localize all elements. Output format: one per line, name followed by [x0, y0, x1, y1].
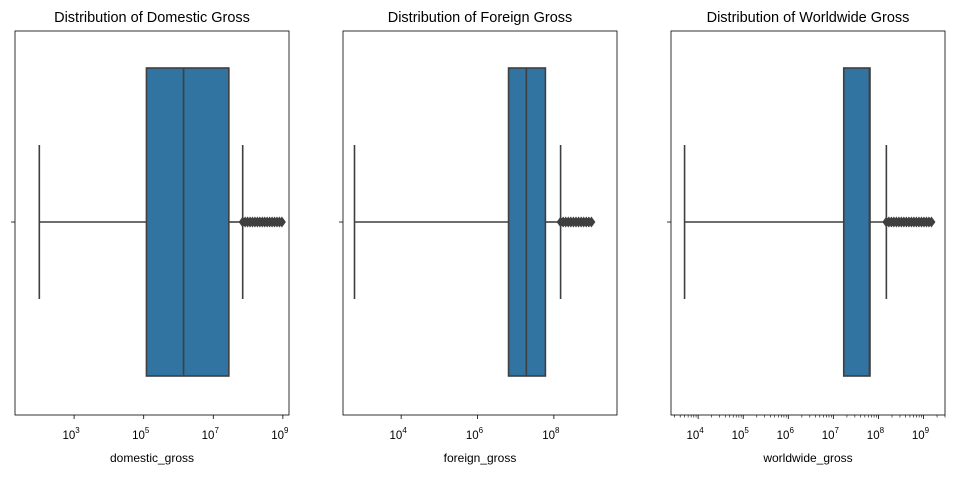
x-axis-label: worldwide_gross: [762, 451, 852, 465]
x-tick-label: 105: [732, 426, 750, 442]
x-axis-label: foreign_gross: [444, 451, 517, 465]
x-tick-label-exponent: 4: [699, 426, 704, 435]
x-tick-label-base: 10: [202, 430, 215, 442]
x-tick-label-base: 10: [62, 430, 75, 442]
x-tick-label-exponent: 9: [925, 426, 930, 435]
axes-frame: [342, 30, 618, 416]
x-tick-label: 107: [822, 426, 840, 442]
chart-title: Distribution of Domestic Gross: [54, 10, 250, 26]
x-tick-label-exponent: 7: [214, 426, 219, 435]
x-tick-label-base: 10: [542, 430, 555, 442]
chart-title: Distribution of Foreign Gross: [388, 10, 573, 26]
x-tick-label-base: 10: [777, 430, 790, 442]
x-tick-label-exponent: 7: [835, 426, 840, 435]
x-tick-label: 105: [132, 426, 150, 442]
axes-frame: [14, 30, 290, 416]
x-tick-label-exponent: 6: [479, 426, 484, 435]
iqr-box: [842, 67, 871, 377]
x-tick-label-base: 10: [732, 430, 745, 442]
x-tick-label: 109: [912, 426, 930, 442]
x-tick-label-base: 10: [132, 430, 145, 442]
outlier-point: [587, 216, 596, 228]
x-tick-label-base: 10: [390, 430, 403, 442]
outlier-point: [927, 216, 936, 228]
x-tick-label-exponent: 5: [145, 426, 150, 435]
iqr-box: [145, 67, 230, 377]
x-tick-label: 109: [271, 426, 289, 442]
x-axis-label: domestic_gross: [110, 451, 194, 465]
x-tick-label: 106: [466, 426, 484, 442]
x-tick-label-base: 10: [687, 430, 700, 442]
x-tick-label-base: 10: [822, 430, 835, 442]
x-tick-label-base: 10: [466, 430, 479, 442]
x-tick-label-exponent: 6: [789, 426, 794, 435]
x-tick-label: 108: [867, 426, 885, 442]
x-tick-label-base: 10: [867, 430, 880, 442]
x-tick-label: 104: [687, 426, 705, 442]
x-tick-label-exponent: 5: [744, 426, 749, 435]
x-tick-label-exponent: 8: [880, 426, 885, 435]
outlier-point: [277, 216, 286, 228]
x-tick-label: 104: [390, 426, 408, 442]
axes-frame: [670, 30, 946, 416]
x-tick-label: 108: [542, 426, 560, 442]
x-tick-label-base: 10: [271, 430, 284, 442]
x-tick-label: 107: [202, 426, 220, 442]
x-tick-label: 103: [62, 426, 80, 442]
chart-title: Distribution of Worldwide Gross: [707, 10, 910, 26]
x-tick-label-exponent: 8: [555, 426, 560, 435]
x-tick-label: 106: [777, 426, 795, 442]
x-tick-label-base: 10: [912, 430, 925, 442]
x-tick-label-exponent: 4: [402, 426, 407, 435]
x-tick-label-exponent: 9: [284, 426, 289, 435]
x-tick-label-exponent: 3: [75, 426, 80, 435]
